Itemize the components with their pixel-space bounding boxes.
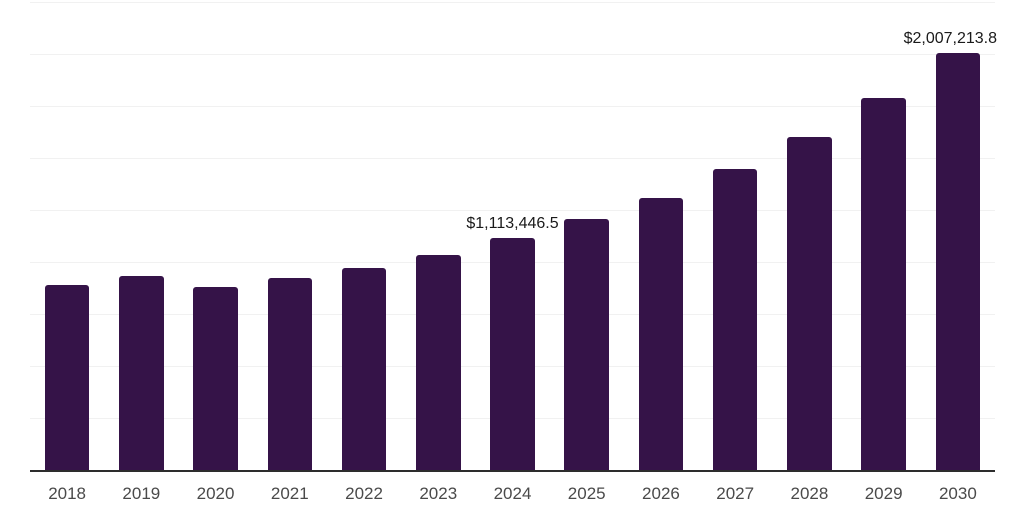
data-label-2024: $1,113,446.5 (466, 215, 559, 233)
x-axis-line (30, 470, 995, 472)
x-tick-2028: 2028 (790, 484, 829, 503)
gridline (30, 210, 995, 211)
bar-2019[interactable] (119, 275, 164, 470)
x-tick-2022: 2022 (345, 484, 383, 503)
gridline (30, 54, 995, 55)
bar-2024[interactable] (490, 238, 535, 470)
x-tick-2020: 2020 (196, 484, 235, 503)
bar-2026[interactable] (638, 197, 684, 470)
gridline (30, 2, 995, 3)
x-tick-2018: 2018 (48, 484, 87, 503)
bar-2025[interactable] (564, 218, 609, 470)
gridline (30, 158, 995, 159)
x-tick-2019: 2019 (122, 484, 161, 503)
plot-area: $1,113,446.5 $2,007,213.8 (30, 2, 997, 472)
x-tick-2027: 2027 (716, 484, 755, 503)
data-label-2030: $2,007,213.8 (903, 29, 997, 47)
x-tick-2024: 2024 (493, 484, 532, 503)
bar-2028[interactable] (787, 136, 832, 470)
bar-2030[interactable] (935, 52, 981, 470)
x-tick-2030: 2030 (938, 484, 977, 503)
x-tick-2021: 2021 (270, 484, 309, 503)
bar-2018[interactable] (44, 285, 90, 470)
x-tick-2023: 2023 (419, 484, 458, 503)
gridline (30, 106, 995, 107)
bar-2021[interactable] (267, 278, 313, 470)
x-tick-2029: 2029 (864, 484, 903, 503)
bar-2027[interactable] (712, 169, 758, 470)
x-tick-2025: 2025 (567, 484, 606, 503)
bar-2029[interactable] (861, 97, 906, 470)
x-tick-2026: 2026 (642, 484, 680, 503)
x-axis-labels: 2018 2019 2020 2021 2022 2023 2024 2025 2026 2027… (30, 472, 995, 510)
bar-2023[interactable] (416, 254, 461, 470)
bar-2022[interactable] (341, 267, 387, 470)
bar-2020[interactable] (193, 287, 238, 470)
